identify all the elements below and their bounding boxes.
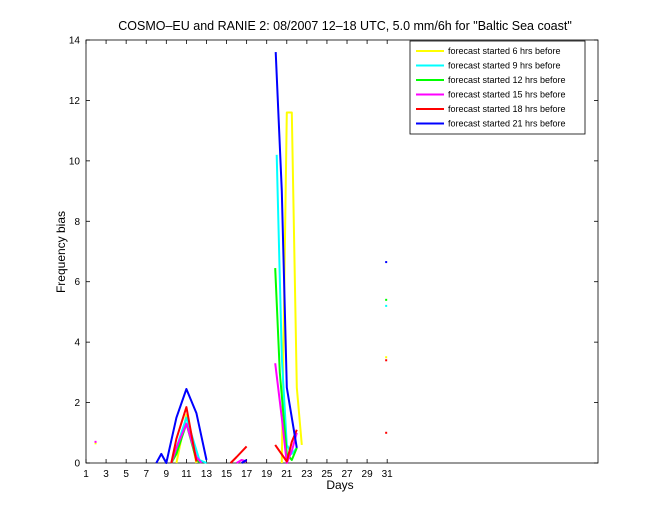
legend-box	[409, 40, 586, 135]
legend-label: forecast started 15 hrs before	[448, 90, 566, 100]
series-3	[170, 268, 388, 464]
series-4	[94, 363, 298, 464]
data-point	[385, 359, 388, 362]
x-tick-label: 31	[382, 469, 394, 480]
x-tick-label: 5	[123, 469, 129, 480]
series-line	[170, 406, 198, 464]
x-tick-label: 19	[261, 469, 273, 480]
data-point	[385, 304, 388, 307]
series-2	[170, 154, 388, 464]
data-point	[94, 440, 97, 443]
legend-label: forecast started 6 hrs before	[448, 46, 561, 56]
legend-label: forecast started 21 hrs before	[448, 119, 566, 129]
x-tick-label: 25	[321, 469, 333, 480]
x-tick-label: 17	[241, 469, 253, 480]
chart-title: COSMO–EU and RANIE 2: 08/2007 12–18 UTC,…	[118, 19, 572, 33]
x-tick-label: 29	[362, 469, 374, 480]
x-tick-label: 1	[83, 469, 89, 480]
x-axis-title: Days	[326, 478, 353, 492]
legend-label: forecast started 12 hrs before	[448, 75, 566, 85]
series-line	[274, 363, 298, 464]
y-tick-label: 2	[74, 398, 80, 409]
y-tick-label: 0	[74, 459, 80, 470]
x-tick-label: 7	[143, 469, 149, 480]
x-tick-label: 13	[201, 469, 213, 480]
y-tick-label: 10	[69, 156, 81, 167]
series-6	[155, 52, 388, 464]
y-tick-label: 14	[69, 36, 81, 47]
y-axis-title: Frequency bias	[54, 211, 68, 293]
legend: forecast started 6 hrs before forecast st…	[409, 40, 586, 135]
y-tick-label: 6	[74, 277, 80, 288]
data-point	[385, 261, 388, 264]
series-line	[241, 459, 248, 464]
legend-label: forecast started 18 hrs before	[448, 104, 566, 114]
y-tick-label: 4	[74, 338, 80, 349]
series-line	[280, 111, 303, 464]
series-layer	[94, 52, 388, 464]
x-tick-label: 9	[164, 469, 170, 480]
plot-frame	[85, 39, 599, 464]
x-tick-label: 23	[301, 469, 313, 480]
series-line	[155, 388, 208, 464]
x-tick-label: 21	[281, 469, 293, 480]
series-line	[229, 445, 248, 464]
y-tick-label: 12	[69, 96, 81, 107]
series-line	[274, 52, 298, 449]
x-tick-label: 27	[341, 469, 353, 480]
series-1	[94, 111, 388, 464]
legend-label: forecast started 9 hrs before	[448, 61, 561, 71]
data-point	[94, 442, 97, 445]
x-tick-label: 11	[181, 469, 192, 480]
data-point	[385, 431, 388, 434]
x-tick-label: 15	[221, 469, 233, 480]
x-tick-label: 3	[103, 469, 109, 480]
data-point	[385, 298, 388, 301]
data-point	[385, 356, 388, 359]
series-line	[170, 422, 203, 464]
y-tick-label: 8	[74, 217, 80, 228]
